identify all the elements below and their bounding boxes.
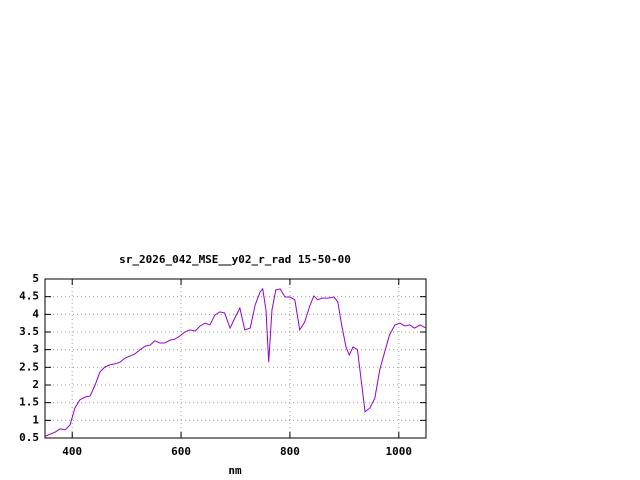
x-axis-label: nm: [228, 464, 242, 477]
y-tick-label: 2: [32, 378, 39, 391]
x-tick-label: 400: [62, 445, 82, 458]
y-tick-label: 3: [32, 343, 39, 356]
x-tick-label: 600: [171, 445, 191, 458]
y-tick-label: 0.5: [19, 431, 39, 444]
y-tick-label: 2.5: [19, 360, 39, 373]
y-tick-label: 1: [32, 413, 39, 426]
x-tick-label: 1000: [386, 445, 413, 458]
plot-border: [44, 278, 427, 439]
chart-title: sr_2026_042_MSE__y02_r_rad 15-50-00: [119, 253, 351, 266]
y-tick-label: 4.5: [19, 290, 39, 303]
y-tick-label: 3.5: [19, 325, 39, 338]
y-tick-label: 4: [32, 307, 39, 320]
data-line: [44, 287, 427, 437]
y-tick-label: 5: [32, 272, 39, 285]
y-tick-label: 1.5: [19, 396, 39, 409]
x-tick-label: 800: [280, 445, 300, 458]
